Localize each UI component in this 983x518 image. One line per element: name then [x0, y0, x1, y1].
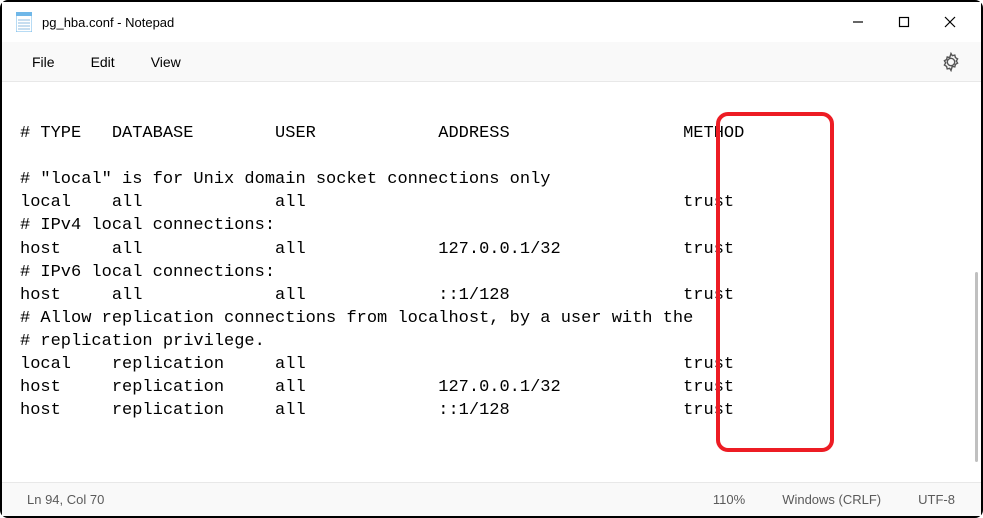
menu-file[interactable]: File [14, 48, 73, 76]
window-controls [835, 6, 973, 38]
menubar: File Edit View [2, 42, 981, 82]
status-position: Ln 94, Col 70 [10, 492, 122, 507]
maximize-button[interactable] [881, 6, 927, 38]
window-title: pg_hba.conf - Notepad [42, 15, 174, 30]
menu-view[interactable]: View [133, 48, 199, 76]
close-button[interactable] [927, 6, 973, 38]
status-line-ending[interactable]: Windows (CRLF) [763, 492, 899, 507]
titlebar: pg_hba.conf - Notepad [2, 2, 981, 42]
gear-icon[interactable] [941, 52, 961, 72]
status-zoom[interactable]: 110% [694, 492, 763, 507]
vertical-scrollbar[interactable] [975, 272, 978, 462]
editor-area[interactable]: # TYPE DATABASE USER ADDRESS METHOD # "l… [2, 82, 981, 482]
minimize-button[interactable] [835, 6, 881, 38]
menu-edit[interactable]: Edit [73, 48, 133, 76]
editor-content[interactable]: # TYPE DATABASE USER ADDRESS METHOD # "l… [20, 122, 963, 422]
statusbar: Ln 94, Col 70 110% Windows (CRLF) UTF-8 [2, 482, 981, 516]
status-encoding[interactable]: UTF-8 [899, 492, 973, 507]
notepad-icon [16, 12, 32, 32]
